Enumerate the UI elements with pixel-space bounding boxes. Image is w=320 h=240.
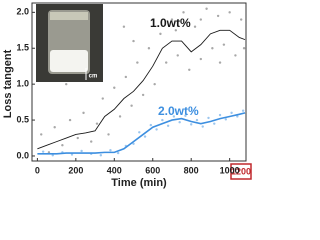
data-point <box>159 32 162 36</box>
data-point <box>170 18 174 21</box>
x-axis-title: Time (min) <box>111 177 167 189</box>
data-point <box>155 128 158 131</box>
data-point <box>201 125 204 128</box>
data-point <box>130 104 133 107</box>
data-point <box>234 54 237 57</box>
data-point <box>82 111 85 115</box>
data-point <box>113 86 116 89</box>
annotation-box <box>230 163 252 180</box>
data-point <box>149 123 153 127</box>
data-point <box>118 115 122 118</box>
data-point <box>184 114 187 117</box>
data-point <box>53 126 56 129</box>
data-point <box>41 150 45 153</box>
data-point <box>116 151 120 155</box>
data-point <box>143 135 147 138</box>
data-point <box>101 97 104 100</box>
data-point <box>228 11 231 14</box>
data-point <box>68 118 72 122</box>
data-point <box>61 144 64 147</box>
data-point <box>182 11 185 14</box>
data-point <box>151 18 154 21</box>
plot-area <box>37 7 246 157</box>
data-point <box>99 154 103 157</box>
data-point <box>199 18 203 21</box>
y-tick-label: 2.0 <box>16 7 29 17</box>
data-point <box>51 154 54 157</box>
x-tick-label: 400 <box>107 165 122 175</box>
data-point <box>40 133 43 136</box>
data-point <box>213 122 216 125</box>
data-point <box>109 149 112 152</box>
data-point <box>193 25 197 28</box>
y-axis-title: Loss tangent <box>2 49 14 118</box>
y-tick-label: 0.5 <box>16 114 29 124</box>
data-point <box>76 136 79 140</box>
data-point <box>124 75 128 79</box>
annotation: 1200 <box>231 166 251 176</box>
inset-label: cm <box>89 74 98 80</box>
data-point <box>166 124 170 128</box>
series-label: 1.0wt% <box>150 16 191 30</box>
data-point <box>161 118 164 122</box>
data-point <box>239 18 243 21</box>
series-label: 2.0wt% <box>158 104 199 118</box>
data-point <box>188 68 191 71</box>
data-point <box>199 57 203 61</box>
data-point <box>132 39 135 43</box>
data-point <box>136 61 139 64</box>
data-point <box>176 54 179 57</box>
data-point <box>122 25 126 28</box>
data-point <box>107 133 110 136</box>
data-point <box>153 82 156 86</box>
data-point <box>216 14 220 18</box>
data-point <box>174 29 178 32</box>
vial-cap <box>50 12 88 20</box>
x-tick-label: 200 <box>68 165 83 175</box>
series-line <box>37 29 246 150</box>
data-point <box>70 153 74 156</box>
data-point <box>218 61 222 64</box>
y-tick-label: 1.5 <box>16 43 29 53</box>
data-point <box>80 149 83 153</box>
data-point <box>207 116 210 120</box>
data-point <box>222 43 226 46</box>
data-point <box>211 47 214 50</box>
series-line <box>37 112 246 155</box>
data-point <box>195 118 199 122</box>
plot-frame <box>31 2 247 162</box>
data-point <box>141 93 145 97</box>
x-tick-label: 1000 <box>220 165 240 175</box>
data-point <box>132 142 135 145</box>
data-point <box>65 82 68 86</box>
data-point <box>224 118 228 121</box>
inset-photo: cm <box>36 4 103 82</box>
data-point <box>147 47 151 50</box>
x-tick-label: 600 <box>145 165 160 175</box>
x-tick-label: 800 <box>184 165 199 175</box>
data-point <box>236 115 239 118</box>
data-point <box>95 122 99 125</box>
data-point <box>90 140 93 143</box>
x-tick-label: 0 <box>35 165 40 175</box>
data-point <box>47 151 51 154</box>
data-point <box>178 121 181 124</box>
data-point <box>241 109 245 112</box>
data-point <box>165 61 168 64</box>
data-point <box>230 111 233 115</box>
y-tick-label: 1.0 <box>16 79 29 89</box>
data-point <box>205 7 208 10</box>
y-tick-label: 0.0 <box>16 150 29 160</box>
vial-gel <box>50 50 88 72</box>
chart: cm 1200 Time (min) Loss tangent 0 200 400 6… <box>1 2 252 189</box>
data-point <box>172 115 176 118</box>
data-point <box>190 123 193 126</box>
data-point <box>218 113 222 117</box>
data-point <box>138 131 141 134</box>
data-point <box>242 47 246 50</box>
